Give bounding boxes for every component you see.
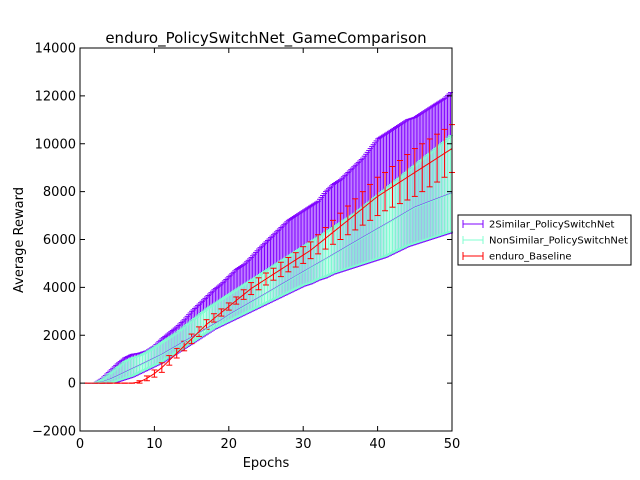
y-tick-label: 8000 (43, 185, 76, 200)
y-axis-label: Average Reward (12, 187, 27, 293)
x-tick-label: 50 (444, 437, 461, 452)
x-axis-label: Epochs (243, 456, 290, 471)
legend-entry: enduro_Baseline (462, 252, 572, 263)
y-tick-label: 10000 (35, 137, 76, 152)
chart-title: enduro_PolicySwitchNet_GameComparison (105, 29, 426, 48)
x-tick-label: 0 (76, 437, 84, 452)
y-tick-label: 6000 (43, 233, 76, 248)
y-tick-label: −2000 (32, 425, 76, 440)
y-axis-ticks: −2000 0 2000 4000 6000 8000 10000 12000 14000 (32, 42, 452, 440)
x-axis-ticks: 0 10 20 30 40 50 (76, 48, 460, 452)
x-tick-label: 30 (295, 437, 312, 452)
legend-label: 2Similar_PolicySwitchNet (489, 220, 614, 231)
y-tick-label: 12000 (35, 89, 76, 104)
y-tick-label: 0 (68, 377, 76, 392)
y-tick-label: 14000 (35, 42, 76, 57)
series-layer (84, 92, 455, 384)
legend-entry: 2Similar_PolicySwitchNet (462, 220, 614, 231)
legend-entry: NonSimilar_PolicySwitchNet (462, 236, 628, 247)
y-tick-label: 2000 (43, 329, 76, 344)
legend-label: enduro_Baseline (489, 252, 572, 263)
legend-label: NonSimilar_PolicySwitchNet (489, 236, 628, 247)
legend: 2Similar_PolicySwitchNet NonSimilar_Polic… (457, 214, 632, 266)
y-tick-label: 4000 (43, 281, 76, 296)
x-tick-label: 10 (146, 437, 163, 452)
x-tick-label: 20 (221, 437, 238, 452)
x-tick-label: 40 (369, 437, 386, 452)
series-line-2 (87, 148, 453, 384)
plot-area: 0 10 20 30 40 50 −200002000400060008000100001… (32, 42, 460, 453)
series-line-1 (87, 192, 453, 384)
legend-box (457, 214, 632, 266)
